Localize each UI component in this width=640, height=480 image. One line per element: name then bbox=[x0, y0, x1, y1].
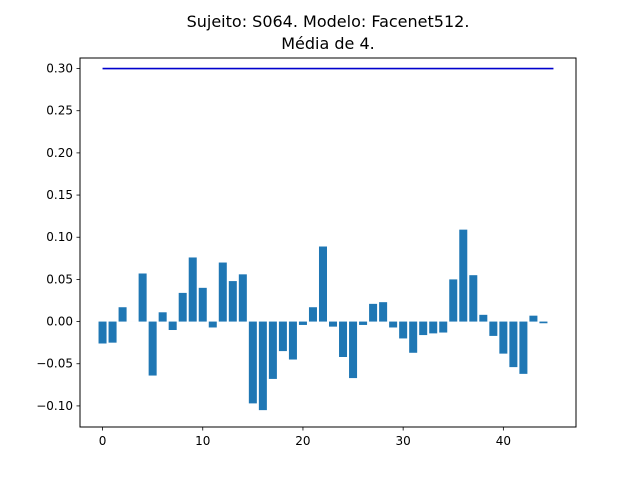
bar bbox=[329, 321, 338, 327]
bar bbox=[98, 321, 107, 344]
bar bbox=[188, 257, 197, 322]
y-tick-label: 0.25 bbox=[46, 104, 73, 118]
bar bbox=[449, 279, 458, 322]
bar bbox=[509, 321, 518, 368]
bar bbox=[268, 321, 277, 379]
bar bbox=[529, 315, 538, 322]
bar bbox=[118, 307, 127, 322]
bar bbox=[499, 321, 508, 354]
bar bbox=[208, 321, 217, 328]
bar bbox=[489, 321, 498, 336]
chart-title-line-1: Sujeito: S064. Modelo: Facenet512. bbox=[187, 12, 470, 31]
y-tick-label: −0.05 bbox=[36, 357, 73, 371]
bar bbox=[459, 229, 468, 322]
y-tick-label: 0.00 bbox=[46, 315, 73, 329]
bar bbox=[238, 274, 247, 322]
x-tick-label: 10 bbox=[195, 434, 210, 448]
bar bbox=[148, 321, 157, 376]
bar bbox=[369, 303, 378, 322]
y-tick-label: 0.05 bbox=[46, 272, 73, 286]
bar bbox=[178, 292, 187, 322]
bar bbox=[409, 321, 418, 353]
x-tick-label: 30 bbox=[396, 434, 411, 448]
bar bbox=[168, 321, 177, 331]
x-tick-label: 0 bbox=[99, 434, 107, 448]
y-tick-label: −0.10 bbox=[36, 399, 73, 413]
y-tick-label: 0.30 bbox=[46, 62, 73, 76]
y-tick-label: 0.15 bbox=[46, 188, 73, 202]
bar bbox=[399, 321, 408, 339]
bar bbox=[288, 321, 297, 360]
bar bbox=[389, 321, 398, 328]
bar bbox=[108, 321, 117, 343]
bar bbox=[318, 246, 327, 322]
y-tick-label: 0.10 bbox=[46, 230, 73, 244]
bar bbox=[479, 314, 488, 322]
bar bbox=[198, 287, 207, 322]
bar bbox=[228, 281, 237, 322]
x-tick-label: 20 bbox=[295, 434, 310, 448]
bar bbox=[429, 321, 438, 334]
bar bbox=[539, 321, 548, 324]
y-tick-label: 0.20 bbox=[46, 146, 73, 160]
bar bbox=[349, 321, 358, 379]
bar bbox=[469, 275, 478, 322]
bar bbox=[339, 321, 348, 357]
bar bbox=[308, 307, 317, 322]
bar bbox=[218, 262, 227, 322]
bar bbox=[258, 321, 267, 411]
bar bbox=[138, 273, 147, 322]
bar bbox=[158, 312, 167, 322]
x-tick-label: 40 bbox=[496, 434, 511, 448]
bar bbox=[298, 321, 307, 325]
bar bbox=[379, 302, 388, 322]
bar bbox=[419, 321, 428, 336]
bar bbox=[519, 321, 528, 374]
bar bbox=[278, 321, 287, 352]
plot-area: −0.10 −0.05 0.00 0.05 0.10 0.15 0.20 0.25 0.30 0 1… bbox=[36, 57, 577, 448]
bar bbox=[439, 321, 448, 333]
bar bbox=[248, 321, 257, 404]
axes-frame bbox=[79, 57, 577, 428]
bar bbox=[359, 321, 368, 325]
chart-title-line-2: Média de 4. bbox=[281, 34, 375, 53]
